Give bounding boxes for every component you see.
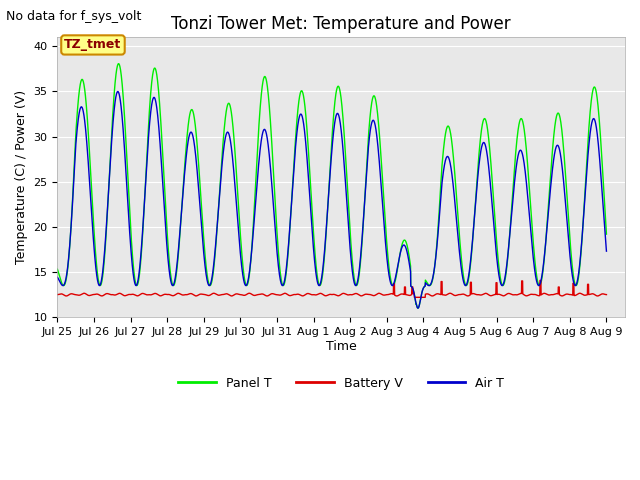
Text: TZ_tmet: TZ_tmet bbox=[65, 38, 122, 51]
Battery V bbox=[148, 291, 156, 297]
Air T bbox=[116, 97, 124, 103]
Air T bbox=[264, 142, 272, 147]
Panel T bbox=[116, 65, 124, 71]
Battery V bbox=[264, 293, 272, 299]
Y-axis label: Temperature (C) / Power (V): Temperature (C) / Power (V) bbox=[15, 90, 28, 264]
Line: Panel T: Panel T bbox=[58, 64, 607, 308]
Battery V bbox=[533, 292, 541, 298]
Panel T bbox=[288, 192, 296, 198]
Panel T bbox=[149, 71, 157, 77]
Air T bbox=[54, 275, 61, 280]
Air T bbox=[414, 305, 422, 311]
Battery V bbox=[116, 290, 124, 296]
Title: Tonzi Tower Met: Temperature and Power: Tonzi Tower Met: Temperature and Power bbox=[172, 15, 511, 33]
Panel T bbox=[264, 90, 272, 96]
Battery V bbox=[603, 292, 611, 298]
Air T bbox=[533, 279, 541, 285]
Panel T bbox=[115, 61, 122, 67]
Line: Battery V: Battery V bbox=[58, 280, 607, 297]
Air T bbox=[603, 248, 611, 254]
Battery V bbox=[411, 294, 419, 300]
Panel T bbox=[533, 275, 541, 280]
Line: Air T: Air T bbox=[58, 92, 607, 308]
Battery V bbox=[569, 277, 577, 283]
Battery V bbox=[288, 292, 296, 298]
Text: No data for f_sys_volt: No data for f_sys_volt bbox=[6, 10, 142, 23]
Panel T bbox=[54, 266, 61, 272]
Air T bbox=[114, 89, 122, 95]
Air T bbox=[288, 194, 296, 200]
Panel T bbox=[603, 231, 611, 237]
Air T bbox=[149, 96, 157, 102]
Panel T bbox=[592, 88, 600, 94]
Legend: Panel T, Battery V, Air T: Panel T, Battery V, Air T bbox=[173, 372, 509, 395]
Panel T bbox=[414, 305, 422, 311]
Battery V bbox=[592, 293, 600, 299]
Air T bbox=[592, 122, 600, 128]
X-axis label: Time: Time bbox=[326, 340, 356, 353]
Battery V bbox=[54, 292, 61, 298]
